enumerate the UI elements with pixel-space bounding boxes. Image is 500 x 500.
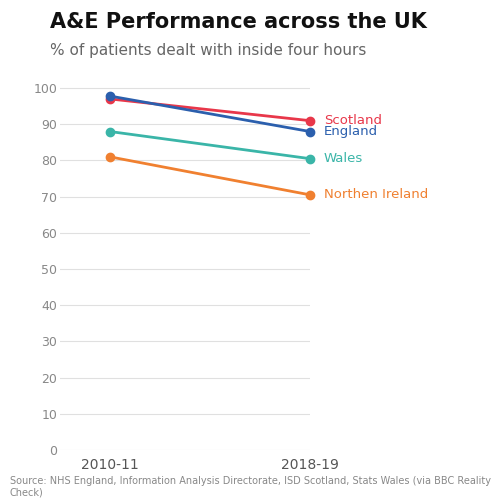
Text: Wales: Wales [324,152,363,165]
Text: Northen Ireland: Northen Ireland [324,188,428,202]
Text: % of patients dealt with inside four hours: % of patients dealt with inside four hou… [50,42,366,58]
Text: Scotland: Scotland [324,114,382,127]
Text: Source: NHS England, Information Analysis Directorate, ISD Scotland, Stats Wales: Source: NHS England, Information Analysi… [10,476,491,498]
Text: England: England [324,125,378,138]
Text: A&E Performance across the UK: A&E Performance across the UK [50,12,427,32]
